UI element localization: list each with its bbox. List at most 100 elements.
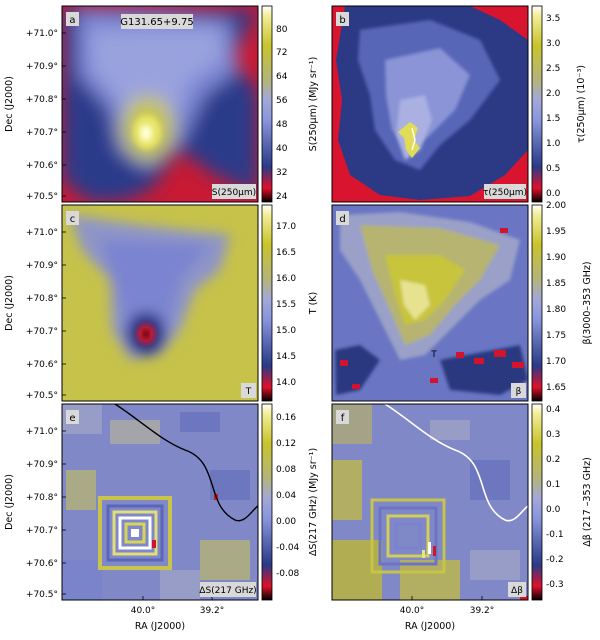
panel-e-colorbar bbox=[261, 403, 273, 601]
panel-d-colorbar bbox=[531, 204, 543, 402]
panel-d-map bbox=[332, 205, 528, 401]
panel-c-ylabel: Dec (J2000) bbox=[4, 275, 15, 331]
panel-b-cbtick-7: 0.0 bbox=[546, 189, 561, 199]
panel-f-xtick-1: 39.2° bbox=[470, 606, 495, 616]
panel-f-map-label: Δβ bbox=[511, 586, 523, 596]
panel-f-square-pattern bbox=[370, 498, 446, 574]
panel-a-cbtick-7: 24 bbox=[276, 192, 288, 202]
panel-b-letter-box bbox=[336, 12, 349, 26]
panel-e: +71.0° +70.9° +70.8° +70.7° +70.6° +70.5… bbox=[4, 403, 319, 632]
panel-d-annotation: T bbox=[430, 350, 437, 360]
panel-e-contour bbox=[114, 404, 258, 522]
panel-c-map bbox=[62, 205, 258, 401]
panel-a-ytick-5: +70.5° bbox=[26, 192, 58, 202]
panel-c-ytick-1: +70.9° bbox=[26, 261, 58, 271]
panel-a-ytick-1: +70.9° bbox=[26, 62, 58, 72]
panel-a: +71.0° +70.9° +70.8° +70.7° +70.6° +70.5… bbox=[4, 5, 319, 203]
panel-d-cbtick-2: 1.90 bbox=[546, 253, 566, 263]
panel-f-xtick-0: 40.0° bbox=[400, 606, 425, 616]
panel-f-cbtick-4: 0.0 bbox=[546, 505, 561, 515]
panel-b-cbtick-5: 1.0 bbox=[546, 139, 561, 149]
panel-f-cbtick-0: 0.4 bbox=[546, 405, 561, 415]
panel-d-cbtick-3: 1.85 bbox=[546, 279, 566, 289]
panel-c-ytick-0: +71.0° bbox=[26, 228, 58, 238]
panel-e-ytick-5: +70.5° bbox=[26, 590, 58, 600]
panel-a-annotation: G131.65+9.75 bbox=[120, 17, 193, 28]
panel-a-map-label: S(250μm) bbox=[212, 188, 256, 198]
panel-c-ytick-2: +70.8° bbox=[26, 294, 58, 304]
panel-b-cbtick-4: 1.5 bbox=[546, 114, 560, 124]
panel-c-cbtick-4: 15.0 bbox=[276, 326, 296, 336]
panel-c-letter: c bbox=[70, 214, 76, 225]
panel-a-map-label-box bbox=[212, 184, 256, 199]
panel-d: T d β 2.00 1.95 1.90 1.85 1.80 1.75 1.70… bbox=[331, 201, 593, 402]
panel-e-cbtick-5: -0.04 bbox=[276, 543, 300, 553]
panel-b-letter: b bbox=[339, 15, 345, 26]
panel-f: 40.0° 39.2° RA (J2000) f Δβ 0.4 0.3 0.2 … bbox=[331, 403, 593, 632]
panel-f-x-ticks bbox=[411, 596, 483, 600]
panel-c-cbtick-0: 17.0 bbox=[276, 222, 296, 232]
panel-b: b τ(250μm) 3.5 3.0 2.5 2.0 1.5 1.0 0.5 0… bbox=[331, 5, 587, 203]
panel-e-ytick-1: +70.9° bbox=[26, 460, 58, 470]
panel-e-map-label-box bbox=[200, 582, 256, 597]
panel-a-ylabel: Dec (J2000) bbox=[4, 76, 15, 132]
panel-b-colorbar bbox=[531, 5, 543, 203]
panel-c-cbtick-5: 14.5 bbox=[276, 352, 296, 362]
panel-e-cbtick-2: 0.08 bbox=[276, 465, 296, 475]
panel-a-letter-box bbox=[66, 12, 79, 26]
panel-b-map-label-box bbox=[484, 184, 526, 199]
panel-b-map-label: τ(250μm) bbox=[483, 188, 527, 198]
panel-b-map bbox=[332, 6, 528, 202]
panel-f-map-label-box bbox=[508, 582, 526, 597]
panel-f-letter-box bbox=[336, 410, 349, 424]
panel-c-y-ticks bbox=[62, 231, 66, 396]
panel-c-map-label-box bbox=[241, 383, 256, 398]
panel-a-cbtick-3: 56 bbox=[276, 96, 288, 106]
panel-c-ytick-3: +70.7° bbox=[26, 327, 58, 337]
panel-e-cbtick-3: 0.04 bbox=[276, 491, 296, 501]
panel-a-ytick-4: +70.6° bbox=[26, 161, 58, 171]
panel-b-colorbar-label: τ(250μm) (10⁻³) bbox=[576, 65, 587, 143]
panel-f-cbtick-5: -0.1 bbox=[546, 530, 564, 540]
panel-f-cbtick-3: 0.1 bbox=[546, 480, 560, 490]
panel-d-letter-box bbox=[336, 211, 349, 225]
panel-a-ytick-0: +71.0° bbox=[26, 29, 58, 39]
panel-a-letter: a bbox=[69, 15, 75, 26]
panel-b-cbtick-3: 2.0 bbox=[546, 89, 561, 99]
panel-e-cbtick-0: 0.16 bbox=[276, 413, 296, 423]
panel-f-letter: f bbox=[341, 413, 345, 424]
panel-d-letter: d bbox=[339, 214, 345, 225]
panel-c-colorbar-label: T (K) bbox=[308, 292, 319, 315]
panel-a-cbtick-6: 32 bbox=[276, 168, 287, 178]
panel-b-cbtick-2: 2.5 bbox=[546, 64, 560, 74]
panel-e-cbtick-6: -0.08 bbox=[276, 569, 300, 579]
panel-f-cbtick-2: 0.2 bbox=[546, 455, 560, 465]
panel-c-cbtick-1: 16.5 bbox=[276, 248, 296, 258]
panel-d-cbtick-7: 1.65 bbox=[546, 383, 566, 393]
panel-d-cbtick-0: 2.00 bbox=[546, 201, 566, 211]
panel-e-cbtick-4: 0.00 bbox=[276, 517, 296, 527]
panel-e-colorbar-label: ΔS(217 GHz) (MJy sr⁻¹) bbox=[308, 448, 319, 556]
panel-c-ytick-4: +70.6° bbox=[26, 360, 58, 370]
panel-d-cbtick-1: 1.95 bbox=[546, 227, 566, 237]
panel-e-ylabel: Dec (J2000) bbox=[4, 474, 15, 530]
panel-c-cbtick-2: 16.0 bbox=[276, 274, 296, 284]
panel-a-cbtick-1: 72 bbox=[276, 48, 287, 58]
panel-b-cbtick-0: 3.5 bbox=[546, 14, 560, 24]
panel-c-map-label: T bbox=[245, 387, 252, 397]
panel-f-contour bbox=[384, 404, 528, 522]
panel-e-cbtick-1: 0.12 bbox=[276, 439, 296, 449]
panel-b-cbtick-1: 3.0 bbox=[546, 39, 561, 49]
panel-a-colorbar-label: S(250μm) (MJy sr⁻¹) bbox=[308, 57, 319, 152]
panel-f-cbtick-7: -0.3 bbox=[546, 580, 564, 590]
panel-a-annotation-box bbox=[121, 14, 193, 29]
panel-e-ytick-0: +71.0° bbox=[26, 427, 58, 437]
panel-b-cbtick-6: 0.5 bbox=[546, 164, 560, 174]
panel-f-colorbar bbox=[531, 403, 543, 601]
panel-e-square-pattern bbox=[98, 496, 172, 570]
panel-f-map bbox=[332, 404, 528, 600]
panel-a-map bbox=[62, 6, 258, 202]
panel-e-xlabel: RA (J2000) bbox=[135, 621, 185, 632]
panel-d-cbtick-6: 1.70 bbox=[546, 357, 566, 367]
panel-e-letter-box bbox=[66, 410, 79, 424]
